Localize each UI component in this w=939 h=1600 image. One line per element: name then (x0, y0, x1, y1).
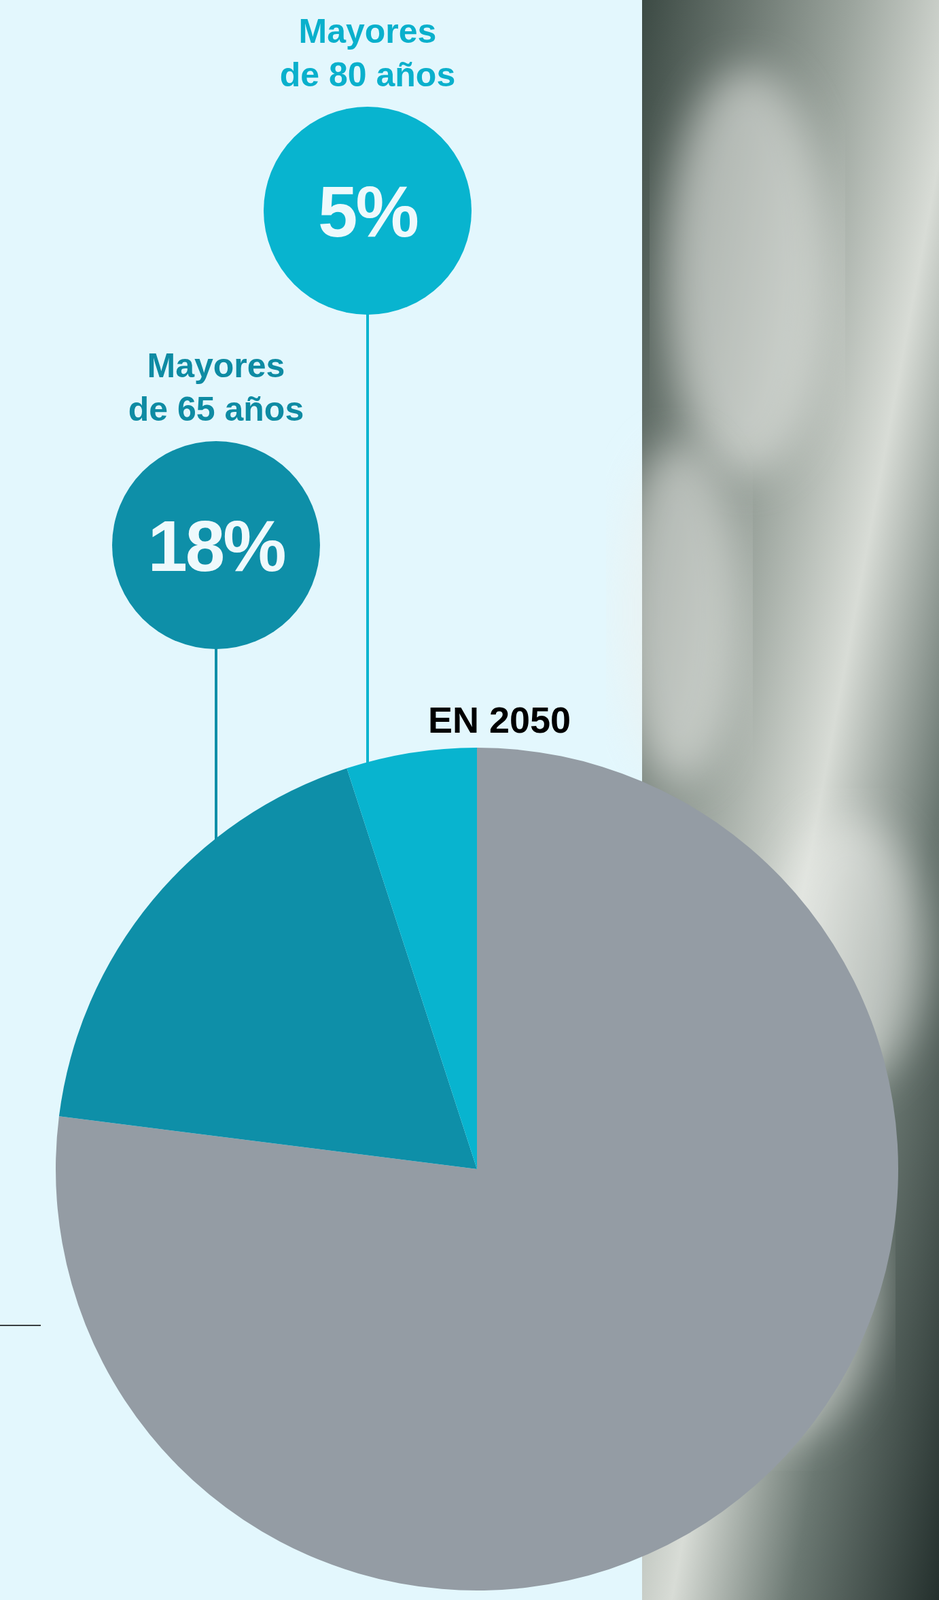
chart: EN 2050 18% Mayores de 65 años 5% Mayores de 8… (0, 0, 939, 1600)
photo-foam (618, 441, 741, 782)
callout-circle (263, 106, 472, 315)
label-line: Mayores (147, 346, 286, 385)
leader-line (366, 313, 369, 764)
callout: 18% Mayores de 65 años (112, 346, 321, 840)
callout-circle (112, 440, 321, 649)
title: EN 2050 (428, 699, 571, 740)
callout: 5% Mayores de 80 años (263, 12, 472, 764)
data-label: 18% (147, 506, 285, 586)
pie-slice (55, 747, 899, 1590)
label-line: de 80 años (279, 55, 456, 94)
label-line: de 65 años (128, 390, 304, 429)
pie (55, 747, 899, 1590)
leader-line (214, 647, 218, 840)
label-line: Mayores (298, 12, 437, 51)
category-label: Mayores de 80 años (279, 12, 456, 94)
category-label: Mayores de 65 años (128, 346, 304, 429)
rule (0, 1324, 41, 1326)
photo-foam (665, 67, 829, 476)
background (0, 0, 939, 1600)
data-label: 5% (317, 171, 418, 252)
pie-slice (346, 747, 477, 1169)
